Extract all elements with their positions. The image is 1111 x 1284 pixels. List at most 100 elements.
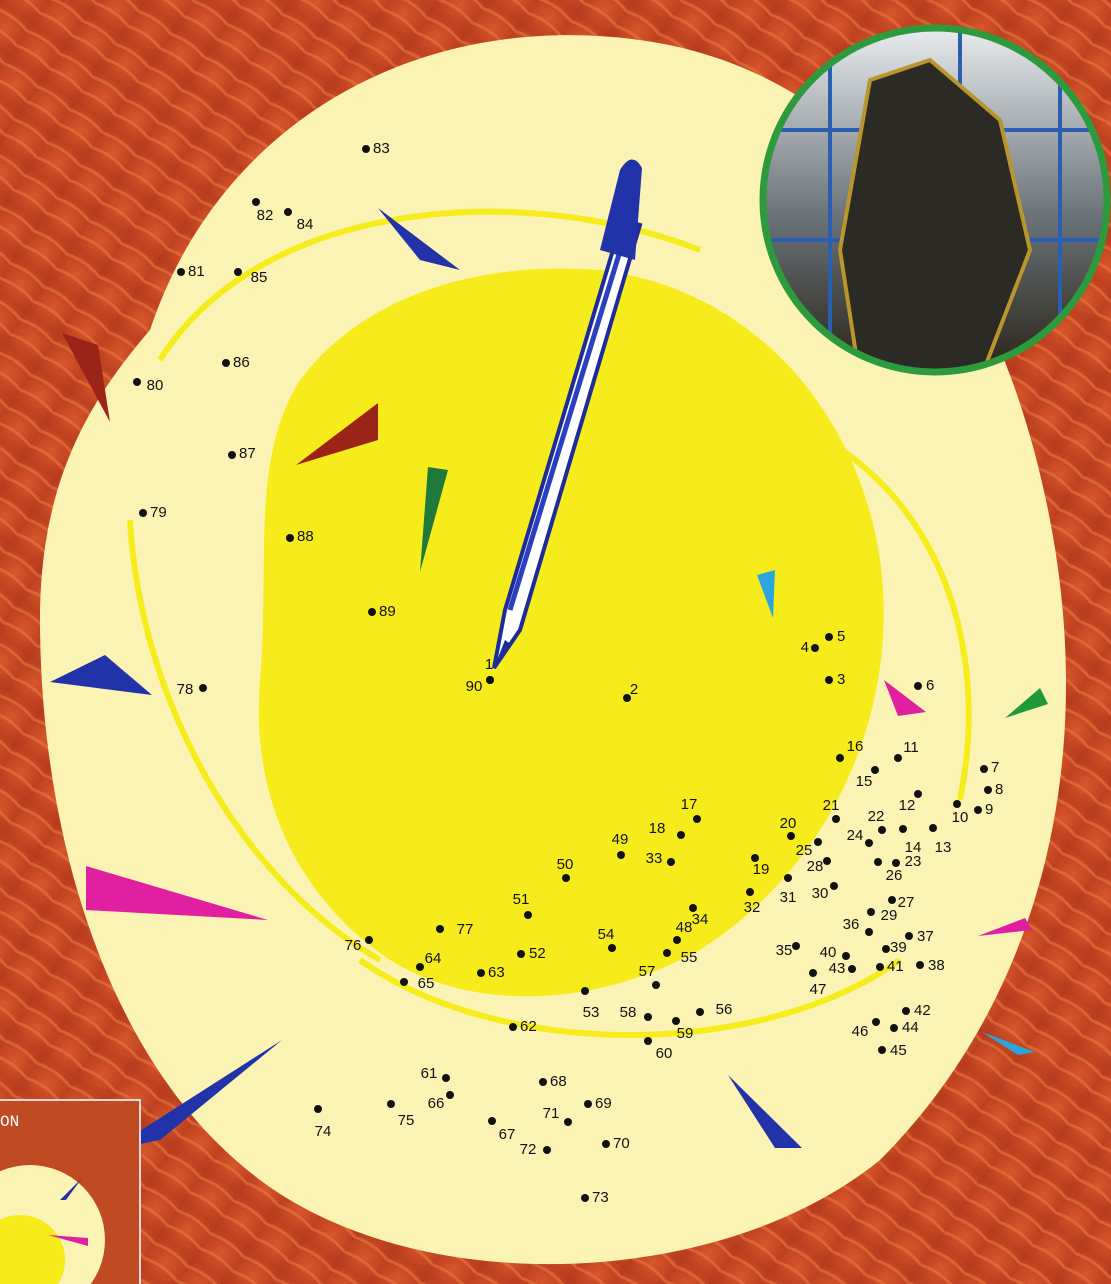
dot <box>644 1013 652 1021</box>
dot-number: 45 <box>890 1042 907 1059</box>
dot <box>876 963 884 971</box>
dot-number: 35 <box>776 942 793 959</box>
dot <box>929 824 937 832</box>
inset: ON <box>0 1099 141 1284</box>
dot-number: 10 <box>952 809 969 826</box>
dot-number: 23 <box>905 853 922 870</box>
dot-number: 1 <box>485 656 493 673</box>
dot <box>387 1100 395 1108</box>
dot-number: 31 <box>780 889 797 906</box>
dot <box>368 608 376 616</box>
dot <box>199 684 207 692</box>
dot <box>878 1046 886 1054</box>
dot <box>617 851 625 859</box>
dot <box>914 790 922 798</box>
dot <box>652 981 660 989</box>
dot <box>677 831 685 839</box>
dot <box>848 965 856 973</box>
dot-number: 83 <box>373 140 390 157</box>
dot-number: 42 <box>914 1002 931 1019</box>
triangles <box>50 208 1048 1150</box>
dot-number: 82 <box>257 207 274 224</box>
dot <box>874 858 882 866</box>
dot <box>902 1007 910 1015</box>
dot-number: 27 <box>898 894 915 911</box>
dot <box>953 800 961 808</box>
dot-number: 46 <box>852 1023 869 1040</box>
dot-number: 40 <box>820 944 837 961</box>
dot-number: 20 <box>780 815 797 832</box>
dot <box>602 1140 610 1148</box>
dot-number: 34 <box>692 911 709 928</box>
dot <box>286 534 294 542</box>
dot <box>784 874 792 882</box>
dot-number: 71 <box>543 1105 560 1122</box>
dot <box>689 904 697 912</box>
dot-number: 85 <box>251 269 268 286</box>
dot-number: 53 <box>583 1004 600 1021</box>
dot <box>872 1018 880 1026</box>
dot <box>477 969 485 977</box>
dot <box>814 838 822 846</box>
dot <box>809 969 817 977</box>
dot <box>284 208 292 216</box>
dot-number: 57 <box>639 963 656 980</box>
dot-number: 59 <box>677 1025 694 1042</box>
dot <box>830 882 838 890</box>
dot-number: 22 <box>868 808 885 825</box>
dot <box>693 815 701 823</box>
dot <box>905 932 913 940</box>
dot-number: 60 <box>656 1045 673 1062</box>
dot <box>133 378 141 386</box>
swirl-arcs <box>127 208 972 1038</box>
dot <box>314 1105 322 1113</box>
dot <box>486 676 494 684</box>
dot <box>539 1078 547 1086</box>
dot-number: 43 <box>829 960 846 977</box>
dots: 1234567891011121314151617181920212223242… <box>133 140 1003 1206</box>
dot-number: 36 <box>843 916 860 933</box>
dot-number: 47 <box>810 981 827 998</box>
dot-number: 72 <box>520 1141 537 1158</box>
dot-number: 79 <box>150 504 167 521</box>
dot <box>836 754 844 762</box>
dot <box>751 854 759 862</box>
dot-number: 29 <box>881 907 898 924</box>
dot <box>746 888 754 896</box>
dot-number: 69 <box>595 1095 612 1112</box>
dot-number: 62 <box>520 1018 537 1035</box>
dot-number: 90 <box>466 678 483 695</box>
dot-number: 63 <box>488 964 505 981</box>
dot <box>871 766 879 774</box>
dot-number: 78 <box>177 681 194 698</box>
dot-number: 12 <box>899 797 916 814</box>
dot-number: 64 <box>425 950 442 967</box>
dot <box>980 765 988 773</box>
dot-number: 15 <box>856 773 873 790</box>
dot <box>865 839 873 847</box>
dot <box>888 896 896 904</box>
dot <box>892 859 900 867</box>
dot <box>581 1194 589 1202</box>
dot-number: 76 <box>345 937 362 954</box>
dot-number: 41 <box>887 958 904 975</box>
inset-label: ON <box>0 1113 19 1131</box>
dot-number: 77 <box>457 921 474 938</box>
dot <box>894 754 902 762</box>
dot-number: 80 <box>147 377 164 394</box>
photo <box>759 24 1111 376</box>
dot <box>823 857 831 865</box>
dot-number: 14 <box>905 839 922 856</box>
dot <box>825 676 833 684</box>
dot-number: 24 <box>847 827 864 844</box>
dot-number: 5 <box>837 628 845 645</box>
dot-number: 84 <box>297 216 314 233</box>
dot <box>365 936 373 944</box>
dot <box>878 826 886 834</box>
dot <box>865 928 873 936</box>
dot-number: 39 <box>890 939 907 956</box>
dot <box>442 1074 450 1082</box>
dot-number: 44 <box>902 1019 919 1036</box>
